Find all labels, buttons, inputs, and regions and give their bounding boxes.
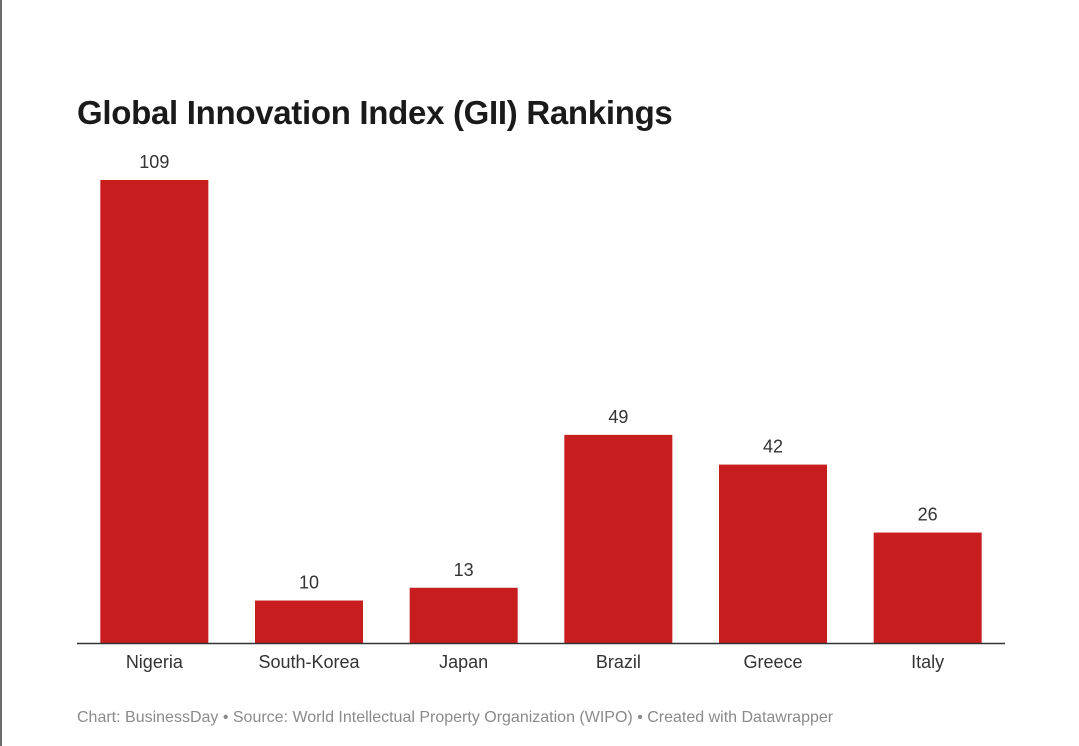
data-label: 42 (763, 437, 783, 457)
bar-nigeria (100, 180, 209, 643)
chart-footer: Chart: BusinessDay • Source: World Intel… (77, 709, 834, 726)
x-tick-label: South-Korea (258, 652, 360, 672)
x-tick-label: Italy (911, 652, 944, 672)
window-left-border (0, 0, 2, 746)
x-tick-label: Japan (439, 652, 488, 672)
data-label: 26 (918, 505, 938, 525)
x-tick-label: Brazil (596, 652, 641, 672)
bar-brazil (564, 434, 673, 643)
bar-italy (873, 532, 982, 643)
data-label: 109 (139, 152, 169, 172)
bar-greece (719, 464, 827, 643)
x-tick-label: Nigeria (126, 652, 184, 672)
chart-title: Global Innovation Index (GII) Rankings (77, 94, 673, 131)
bar-south-korea (255, 600, 363, 643)
data-label: 10 (299, 573, 319, 593)
data-label: 13 (454, 560, 474, 580)
data-label: 49 (608, 407, 628, 427)
bar-japan (409, 587, 518, 643)
x-tick-label: Greece (743, 652, 802, 672)
